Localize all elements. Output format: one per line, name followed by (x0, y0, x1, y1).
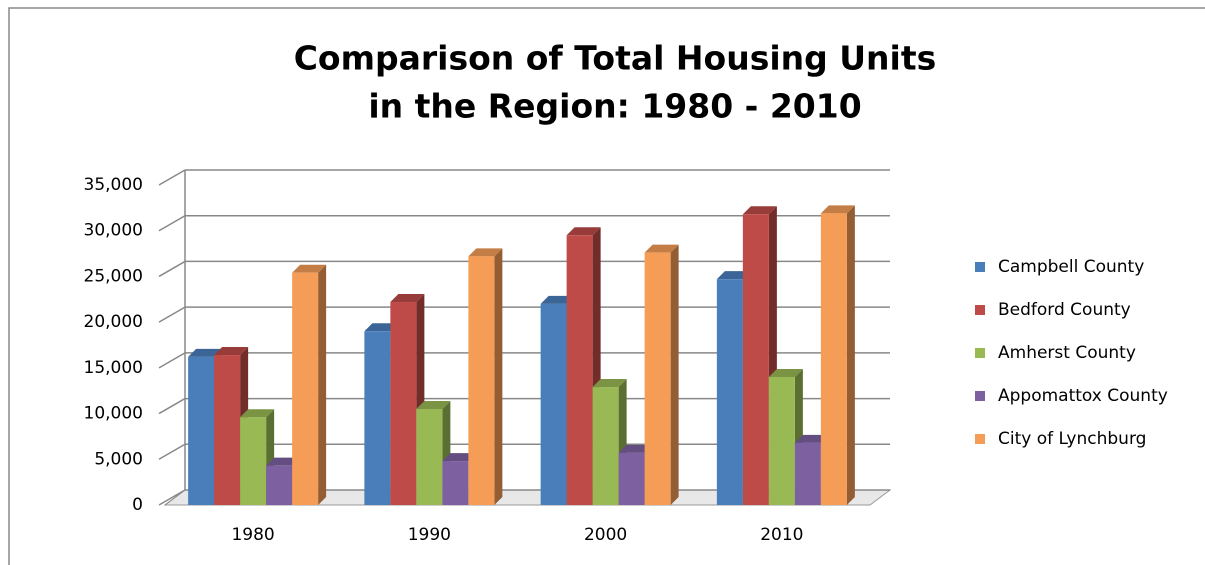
x-tick-label: 2010 (760, 525, 803, 545)
legend-swatch (975, 305, 985, 315)
legend-label: City of Lynchburg (998, 429, 1146, 449)
grid-line (158, 397, 186, 415)
legend-swatch (975, 348, 985, 358)
x-tick-label: 2000 (584, 525, 627, 545)
bar-top (768, 369, 803, 377)
legend-label: Campbell County (998, 257, 1144, 277)
legend-label: Appomattox County (998, 386, 1168, 406)
bar (716, 279, 743, 505)
legend-swatch (975, 262, 985, 272)
legend-label: Bedford County (998, 300, 1131, 320)
chart-title: Comparison of Total Housing Units (294, 39, 937, 78)
y-tick-label: 10,000 (84, 404, 143, 424)
y-tick-label: 35,000 (84, 175, 143, 195)
legend-swatch (975, 434, 985, 444)
grid-line (158, 352, 186, 369)
grid-line (158, 443, 186, 460)
axis-line (164, 489, 186, 506)
bar-top (820, 205, 855, 214)
legend-label: Amherst County (998, 343, 1136, 363)
bar (566, 235, 593, 506)
x-tick-label: 1990 (408, 525, 451, 545)
bar-top (390, 294, 425, 303)
bar (592, 387, 619, 505)
bar (742, 214, 769, 505)
bar-top (442, 453, 477, 462)
bar-side (670, 244, 679, 505)
bar-side (318, 264, 327, 505)
bar (364, 331, 391, 505)
bar (442, 461, 469, 505)
bar (820, 213, 847, 506)
bar-top (240, 409, 275, 418)
y-tick-label: 30,000 (84, 221, 143, 241)
bar-top (292, 264, 327, 273)
chart-title: in the Region: 1980 - 2010 (368, 87, 861, 126)
bar (292, 272, 319, 505)
bar (468, 256, 495, 505)
y-tick-label: 25,000 (84, 266, 143, 286)
bar-top (592, 379, 627, 388)
legend-swatch (975, 391, 985, 401)
bar-top (794, 434, 829, 443)
bar (794, 442, 821, 505)
grid-line (158, 260, 186, 278)
x-tick-label: 1980 (231, 525, 274, 545)
bar (416, 409, 443, 505)
bar-top (188, 348, 223, 357)
y-tick-label: 20,000 (84, 312, 143, 332)
bar (188, 356, 215, 505)
bar (240, 417, 267, 505)
bar (214, 355, 241, 505)
bar-top (742, 206, 777, 215)
y-tick-label: 0 (132, 495, 143, 515)
bar-top (468, 248, 503, 257)
y-tick-label: 5,000 (94, 449, 143, 469)
bar (768, 377, 795, 505)
bar-top (214, 347, 249, 356)
bar (540, 303, 567, 505)
grid-line (158, 169, 186, 186)
bar-side (494, 248, 503, 506)
y-tick-label: 15,000 (84, 358, 143, 378)
bar-top (644, 244, 679, 253)
bar-top (540, 295, 575, 304)
grid-line (158, 215, 186, 232)
bar-top (364, 323, 399, 332)
grid-line (158, 306, 186, 323)
chart-border (8, 7, 1205, 565)
bar (618, 452, 645, 505)
bar-top (716, 271, 751, 280)
bar-side (846, 205, 855, 506)
bar-top (416, 401, 451, 409)
bar (266, 465, 293, 505)
bar (644, 252, 671, 505)
grid-line (158, 489, 186, 506)
bar-top (618, 444, 653, 453)
bar (390, 302, 417, 505)
bar-top (566, 227, 601, 236)
bar-top (266, 457, 301, 466)
